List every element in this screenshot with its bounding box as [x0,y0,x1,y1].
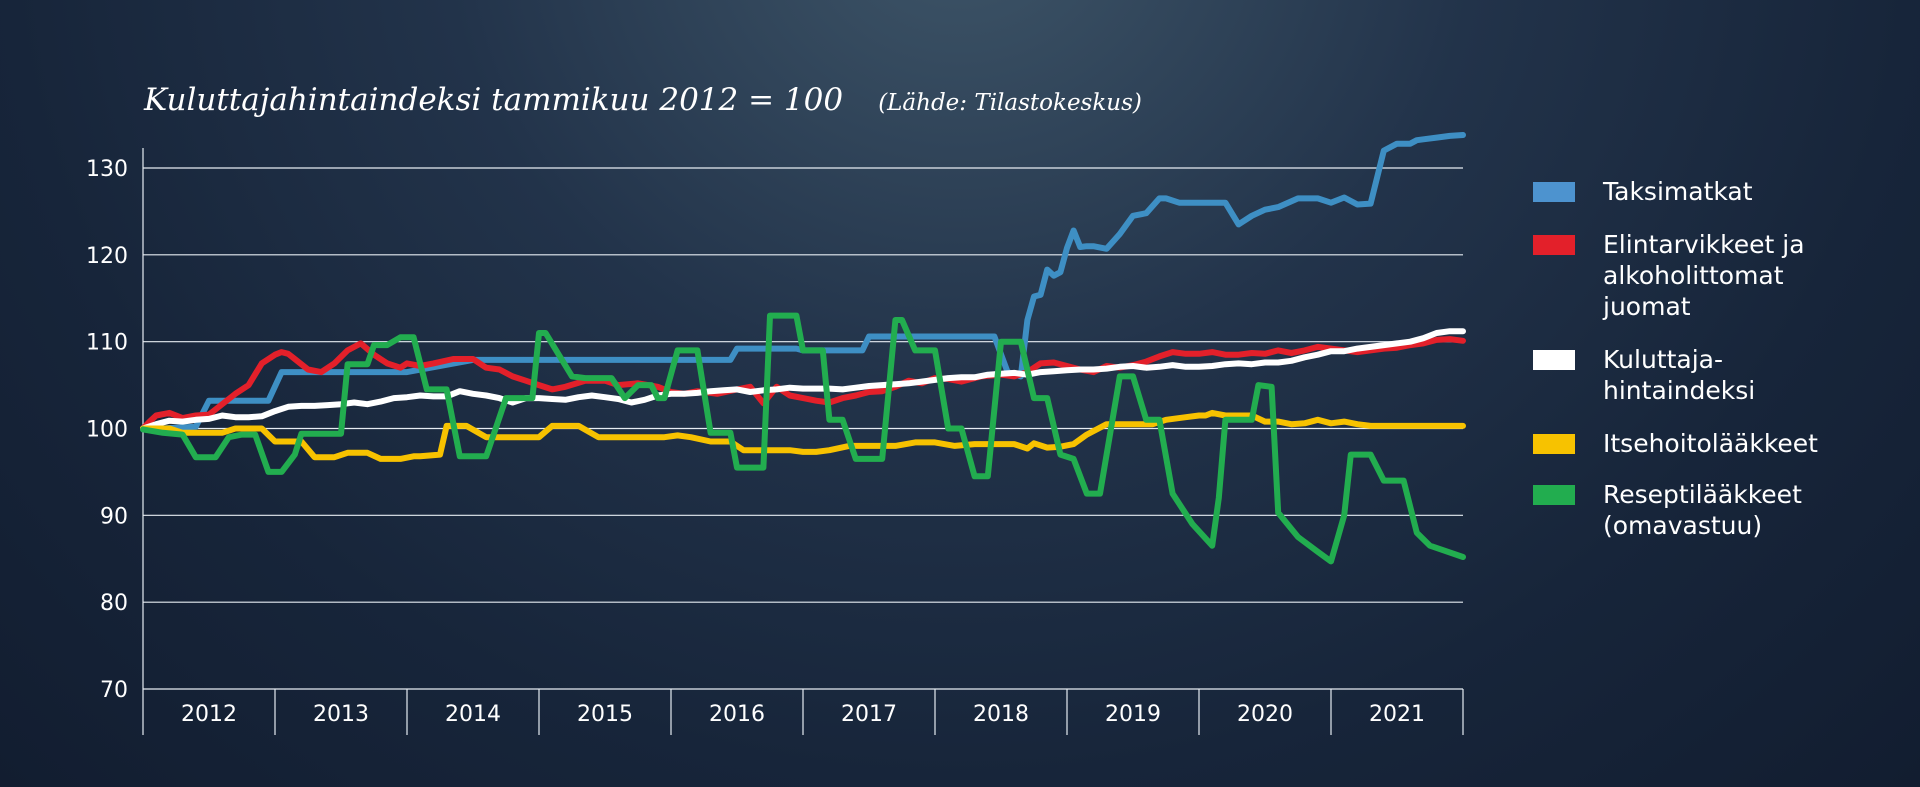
x-tick-label: 2013 [313,702,369,727]
series-line-itsehoitol-kkeet [140,409,1466,462]
legend-item-kuluttajahintaindeksi: Kuluttaja- hintaindeksi [1533,344,1873,406]
legend-label: Elintarvikkeet ja alkoholittomat juomat [1603,230,1805,321]
y-tick-label: 100 [86,418,128,443]
x-tick-label: 2015 [577,702,633,727]
legend-swatch [1533,350,1575,370]
x-tick-label: 2019 [1105,702,1161,727]
x-tick-label: 2012 [181,702,237,727]
x-tick-label: 2018 [973,702,1029,727]
legend-label: Kuluttaja- hintaindeksi [1603,345,1756,405]
legend-item-taksimatkat: Taksimatkat [1533,176,1873,207]
legend-swatch [1533,434,1575,454]
series-line-reseptil-kkeet-omavastuu- [140,312,1466,565]
series-line-kuluttaja-hintaindeksi [140,328,1466,432]
legend-label: Taksimatkat [1603,177,1753,206]
y-tick-label: 90 [100,504,128,529]
x-tick-label: 2017 [841,702,897,727]
axis-layer: 70 80 90 100 110 120 130 2012 2013 2014 2015 2016 20… [86,148,1464,735]
legend-label: Itsehoitolääkkeet [1603,429,1818,458]
legend-swatch [1533,485,1575,505]
x-tick-label: 2014 [445,702,501,727]
chart-title: Kuluttajahintaindeksi tammikuu 2012 = 10… [144,82,844,118]
series-line-elintarvikkeet-ja-alkoholittomat-juomat [140,336,1466,432]
legend-item-elintarvikkeet: Elintarvikkeet ja alkoholittomat juomat [1533,229,1873,322]
chart-title-row: Kuluttajahintaindeksi tammikuu 2012 = 10… [144,82,1142,118]
y-tick-label: 110 [86,331,128,356]
legend-label: Reseptilääkkeet (omavastuu) [1603,480,1802,540]
legend-swatch [1533,235,1575,255]
x-tick-label: 2021 [1369,702,1425,727]
x-tick-label: 2020 [1237,702,1293,727]
y-tick-label: 130 [86,157,128,182]
legend-item-reseptilaakkeet: Reseptilääkkeet (omavastuu) [1533,479,1873,541]
legend-swatch [1533,182,1575,202]
chart-source: (Lähde: Tilastokeskus) [878,90,1142,116]
y-tick-label: 80 [100,591,128,616]
y-tick-label: 70 [100,678,128,703]
legend-item-itsehoitolaakkeet: Itsehoitolääkkeet [1533,428,1873,459]
x-tick-label: 2016 [709,702,765,727]
series-layer [140,132,1466,565]
y-tick-label: 120 [86,244,128,269]
